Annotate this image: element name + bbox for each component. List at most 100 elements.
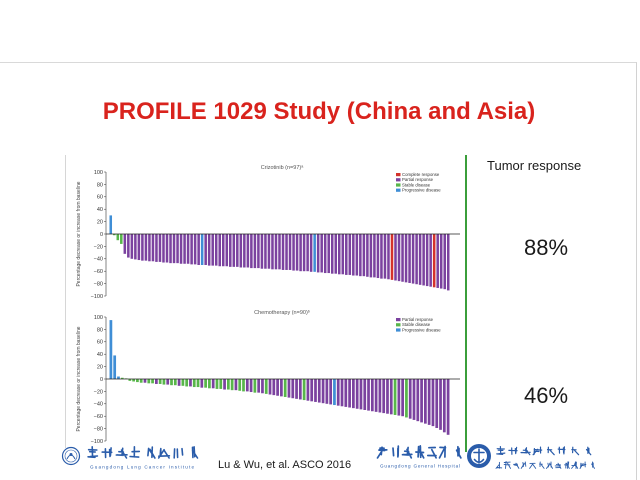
bar (261, 379, 264, 394)
logo-glyph-stroke (101, 447, 113, 459)
y-tick-label: 40 (97, 207, 103, 213)
bar (158, 234, 162, 262)
academy-emblem-icon (467, 444, 491, 468)
logo-glyph-stroke (585, 446, 592, 456)
bar (378, 379, 382, 413)
bar (253, 234, 257, 269)
bar (389, 379, 393, 415)
logo-glyph (520, 447, 531, 456)
legend-swatch (396, 328, 401, 332)
bar (268, 379, 272, 395)
logo-glyph-stroke (513, 462, 520, 469)
bar (359, 379, 363, 410)
bar (329, 379, 333, 405)
bar (386, 379, 389, 414)
bar (411, 234, 415, 284)
bar (287, 379, 291, 398)
bar (432, 234, 436, 288)
logo-glyph (529, 462, 537, 469)
bar (310, 379, 314, 402)
bar (193, 234, 197, 265)
bar (374, 379, 378, 412)
bar (250, 234, 253, 269)
bar (272, 379, 276, 396)
logo-glyph-stroke (546, 446, 555, 456)
bar (183, 234, 186, 264)
bar (221, 234, 225, 267)
academy-name-lettering (496, 446, 592, 456)
chart-title: Chemotherapy (n=90)ᵇ (254, 309, 310, 316)
bar (321, 379, 325, 404)
bar (352, 234, 355, 276)
logo-glyph (520, 461, 527, 469)
bar (382, 379, 386, 414)
bar (274, 234, 278, 270)
bar (230, 379, 234, 391)
logo-glyph-stroke (455, 445, 462, 459)
bar (143, 379, 147, 383)
bar (130, 234, 134, 259)
bar (334, 234, 338, 274)
legend-swatch (396, 173, 401, 177)
bar (172, 234, 176, 264)
logo-glyph-stroke (173, 447, 184, 459)
bar (345, 234, 348, 275)
bar (380, 234, 383, 279)
bar (144, 234, 148, 261)
logo-glyph-stroke (503, 460, 511, 469)
y-tick-label: 0 (100, 232, 103, 238)
logo-glyph-stroke (520, 447, 531, 456)
y-tick-label: −60 (94, 414, 103, 420)
figure-border (65, 155, 66, 448)
bar (370, 379, 374, 412)
bar (291, 379, 295, 399)
y-tick-label: 100 (94, 170, 103, 176)
institute-seal-icon (61, 446, 81, 466)
y-tick-label: 20 (97, 220, 103, 226)
logo-glyph (191, 446, 199, 459)
logo-glyph (376, 446, 388, 459)
bar (200, 234, 204, 265)
bar (232, 234, 236, 267)
y-tick-label: 60 (97, 195, 103, 201)
logo-glyph (401, 446, 413, 459)
bar (306, 234, 309, 272)
bar (132, 379, 135, 382)
logo-glyph-stroke (520, 461, 527, 469)
legend-label: Partial response (402, 317, 434, 322)
bar (439, 234, 443, 289)
bar (116, 234, 120, 241)
bar (264, 234, 267, 269)
tumor-response-heading: Tumor response (487, 158, 582, 173)
bar (189, 379, 192, 387)
bar (245, 379, 249, 392)
bar (404, 234, 408, 283)
logo-glyph-stroke (564, 461, 570, 469)
bar (348, 379, 351, 408)
bar (147, 379, 151, 384)
logo-glyph-stroke (426, 446, 437, 459)
bar (280, 379, 283, 397)
bar (436, 234, 439, 288)
legend-swatch (396, 188, 401, 192)
bar (424, 379, 427, 424)
bar (120, 234, 123, 244)
bar (257, 379, 261, 393)
logo-glyph-stroke (508, 446, 518, 455)
bar (113, 355, 117, 379)
y-tick-label: −20 (94, 389, 103, 395)
citation: Lu & Wu, et al. ASCO 2016 (218, 459, 352, 471)
bar (208, 379, 211, 389)
logo-glyph (539, 461, 545, 469)
legend-label: Progressive disease (402, 188, 441, 193)
logo-glyph-stroke (129, 446, 141, 458)
bar (325, 379, 329, 404)
bar (394, 234, 397, 281)
bar (211, 234, 214, 266)
bar (298, 379, 302, 400)
chemotherapy-waterfall-chart: Chemotherapy (n=90)ᵇ Percentage decrease … (76, 309, 460, 445)
bar (317, 379, 321, 403)
bar (214, 234, 218, 266)
academy-affiliation-lettering (495, 460, 595, 469)
panel-divider (465, 155, 467, 452)
